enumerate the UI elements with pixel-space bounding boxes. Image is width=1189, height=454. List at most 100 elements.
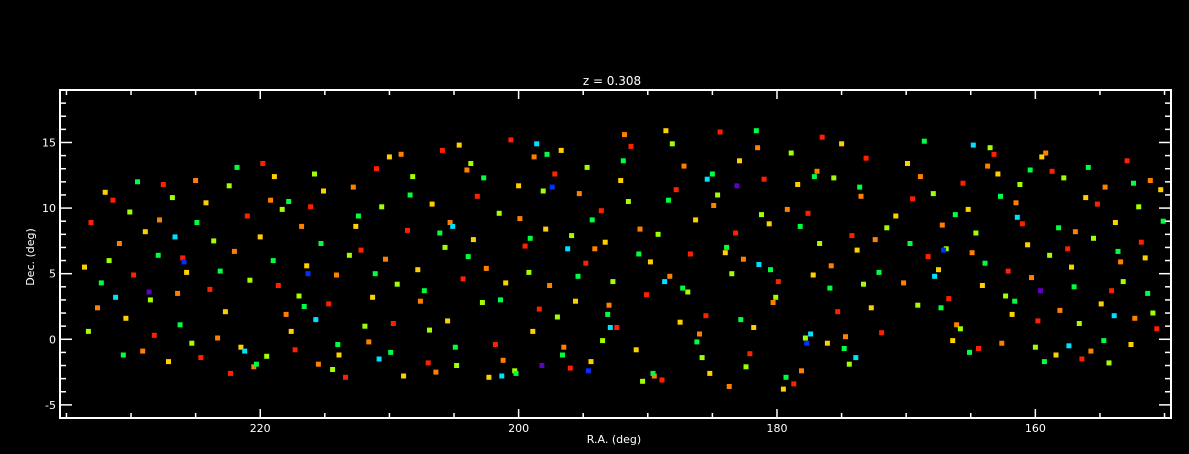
- data-point: [939, 222, 945, 228]
- data-point: [560, 352, 565, 358]
- data-point: [685, 289, 691, 295]
- data-point: [222, 309, 228, 315]
- data-point: [868, 305, 874, 311]
- data-point: [680, 285, 686, 291]
- data-point: [468, 161, 474, 166]
- data-point: [950, 338, 956, 344]
- data-point: [659, 377, 665, 383]
- data-point: [607, 325, 613, 330]
- data-point: [1118, 259, 1124, 265]
- data-point: [180, 255, 186, 261]
- data-point: [651, 373, 657, 379]
- data-point: [717, 129, 723, 135]
- data-point: [618, 178, 624, 183]
- data-point: [257, 234, 263, 240]
- data-point: [817, 241, 823, 246]
- data-point: [370, 294, 376, 300]
- data-point: [747, 351, 753, 357]
- data-point: [699, 355, 705, 361]
- data-point: [207, 286, 213, 292]
- data-point: [625, 199, 631, 204]
- data-point: [335, 342, 341, 347]
- data-point: [390, 321, 396, 326]
- data-point: [952, 212, 958, 218]
- data-point: [879, 330, 885, 336]
- data-point: [1136, 204, 1142, 210]
- data-point: [1027, 167, 1033, 173]
- data-point: [835, 309, 841, 315]
- data-point: [407, 192, 413, 198]
- data-point: [567, 365, 573, 371]
- data-point: [819, 134, 825, 140]
- data-point: [666, 197, 671, 203]
- data-point: [318, 241, 324, 246]
- data-point: [522, 243, 528, 249]
- data-point: [707, 370, 713, 376]
- data-point: [379, 204, 385, 210]
- data-point: [172, 234, 178, 240]
- data-point: [353, 223, 359, 229]
- data-point: [808, 331, 814, 337]
- data-point: [217, 268, 223, 274]
- data-point: [650, 370, 656, 376]
- data-point: [492, 342, 498, 347]
- data-point: [799, 368, 804, 374]
- data-point: [893, 213, 899, 219]
- data-point: [839, 141, 845, 147]
- data-point: [662, 279, 668, 285]
- data-point: [1032, 344, 1038, 350]
- data-point: [724, 244, 730, 250]
- data-point: [1112, 220, 1118, 225]
- data-point: [1025, 242, 1031, 248]
- data-point: [751, 325, 757, 330]
- data-point: [358, 247, 364, 253]
- data-point: [140, 348, 146, 354]
- data-point: [1005, 268, 1011, 274]
- data-point: [106, 258, 112, 264]
- axis-ticks: [60, 89, 1171, 419]
- data-point: [814, 168, 820, 174]
- data-point: [773, 294, 779, 300]
- data-point: [1101, 338, 1107, 344]
- data-point: [584, 164, 590, 170]
- data-point: [211, 238, 217, 244]
- data-point: [932, 273, 938, 279]
- data-point: [292, 347, 298, 353]
- data-point: [470, 237, 476, 243]
- data-point: [1111, 313, 1117, 319]
- data-point: [194, 220, 200, 225]
- data-point: [271, 174, 277, 180]
- x-tick-label: 200: [508, 422, 529, 435]
- data-point: [288, 328, 294, 334]
- data-point: [296, 293, 302, 299]
- data-point: [843, 334, 848, 340]
- data-point: [738, 317, 744, 323]
- data-point: [734, 183, 740, 189]
- data-point: [1049, 168, 1055, 174]
- data-point: [576, 191, 582, 197]
- data-point: [917, 174, 923, 180]
- data-point: [585, 368, 591, 374]
- data-point: [854, 247, 860, 253]
- data-point: [427, 327, 432, 333]
- data-point: [1009, 311, 1015, 317]
- data-point: [957, 326, 963, 332]
- data-point: [447, 220, 453, 225]
- y-tick-label: -5: [45, 399, 56, 412]
- data-point: [147, 297, 153, 303]
- data-points: [82, 128, 1166, 392]
- data-point: [486, 374, 492, 380]
- data-point: [770, 300, 776, 305]
- data-point: [95, 305, 100, 311]
- data-point: [954, 322, 960, 328]
- data-point: [930, 191, 936, 197]
- data-point: [264, 353, 270, 359]
- data-point: [620, 158, 626, 164]
- data-point: [127, 209, 133, 215]
- data-point: [401, 373, 407, 379]
- x-axis-label: R.A. (deg): [587, 433, 641, 446]
- data-point: [270, 258, 276, 264]
- data-point: [110, 197, 116, 203]
- data-point: [876, 269, 882, 275]
- data-point: [711, 203, 717, 208]
